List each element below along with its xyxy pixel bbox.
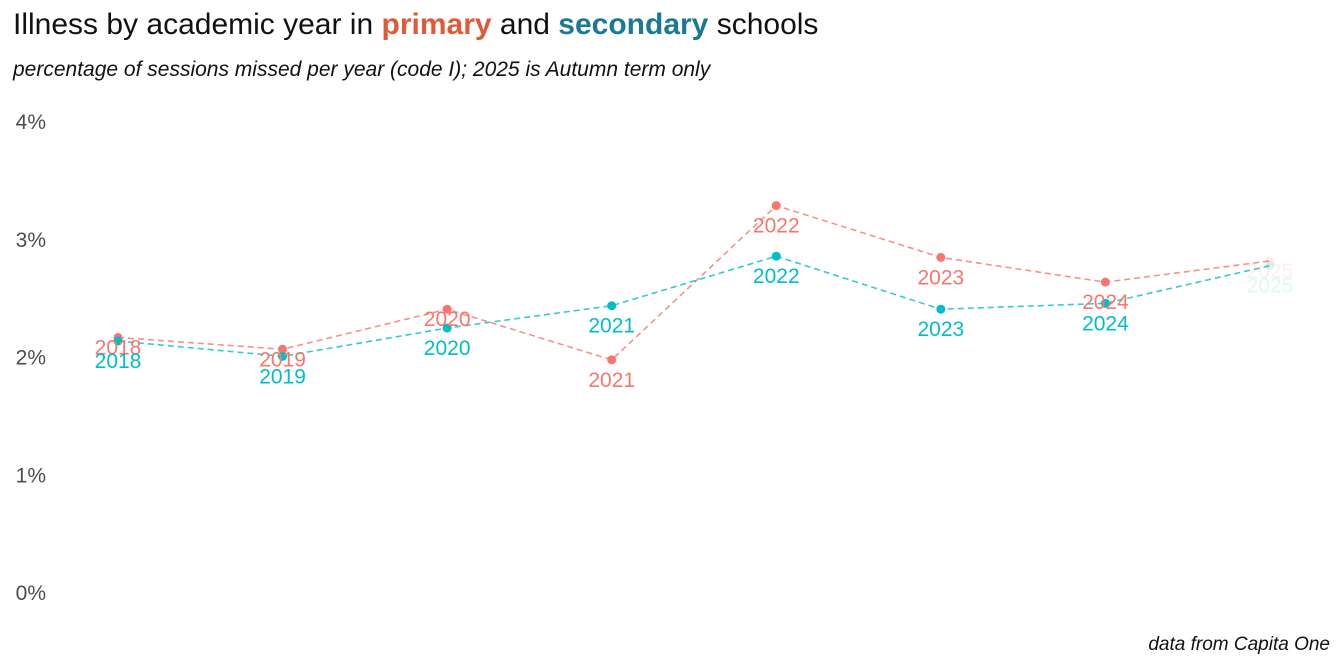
data-label-secondary-2025: 2025 [1247,275,1294,298]
title-primary-word: primary [381,8,492,41]
data-point-primary-2019 [278,344,288,354]
data-point-secondary-2022 [771,251,781,261]
title-text-start: Illness by academic year in [13,8,382,41]
title-secondary-word: secondary [558,8,709,41]
data-point-secondary-2021 [607,301,617,311]
data-label-secondary-2021: 2021 [588,315,635,338]
data-label-primary-2020: 2020 [424,308,471,331]
data-point-primary-2025 [1265,256,1275,266]
data-point-primary-2023 [936,252,946,262]
series-line-secondary [117,255,1271,358]
chart-subtitle: percentage of sessions missed per year (… [13,58,711,81]
data-point-secondary-2023 [936,304,946,314]
data-label-primary-2023: 2023 [917,266,964,289]
series-lines [117,204,1271,361]
y-tick-label: 4% [16,111,46,134]
y-tick-label: 0% [16,582,46,605]
y-tick-label: 3% [16,229,46,252]
point-labels: 2018 2019 2020 2021 2022 2023 2024 2025 2018 2019… [95,215,1294,392]
y-tick-label: 1% [16,464,46,487]
data-label-primary-2024: 2024 [1082,291,1129,314]
data-label-secondary-2024: 2024 [1082,312,1129,335]
chart-title: Illness by academic year in primary and … [13,8,818,42]
data-label-primary-2022: 2022 [753,215,800,238]
data-label-secondary-2022: 2022 [753,265,800,288]
data-label-primary-2025: 2025 [1247,260,1294,283]
series-line-primary [117,204,1271,361]
data-label-secondary-2023: 2023 [917,318,964,341]
data-point-secondary-2020 [442,323,452,333]
data-point-primary-2024 [1100,277,1110,287]
data-point-primary-2021 [607,355,617,365]
data-label-primary-2019: 2019 [259,348,306,371]
series-points [113,201,1275,365]
y-axis: 0% 1% 2% 3% 4% [16,111,46,605]
data-point-secondary-2025 [1265,261,1275,271]
data-label-primary-2018: 2018 [95,336,142,359]
data-point-secondary-2019 [278,351,288,361]
data-point-primary-2022 [771,201,781,211]
data-label-primary-2021: 2021 [588,369,635,392]
data-point-secondary-2024 [1100,298,1110,308]
source-caption: data from Capita One [1148,634,1330,655]
data-point-secondary-2018 [113,336,123,346]
data-label-secondary-2019: 2019 [259,365,306,388]
title-text-middle: and [491,8,559,41]
data-point-primary-2020 [442,304,452,314]
data-label-secondary-2018: 2018 [95,350,142,373]
title-text-end: schools [708,8,819,41]
data-label-secondary-2020: 2020 [424,337,471,360]
y-tick-label: 2% [16,347,46,370]
